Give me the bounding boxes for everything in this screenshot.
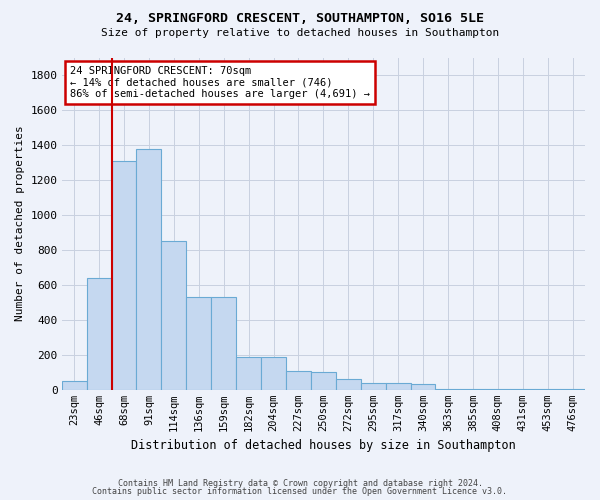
Bar	[336, 379, 361, 390]
Bar	[361, 382, 386, 390]
Text: 24 SPRINGFORD CRESCENT: 70sqm
← 14% of detached houses are smaller (746)
86% of : 24 SPRINGFORD CRESCENT: 70sqm ← 14% of d…	[70, 66, 370, 99]
Bar	[311, 372, 336, 390]
Bar	[560, 388, 585, 390]
Bar	[510, 388, 535, 390]
Bar	[86, 278, 112, 390]
Bar	[261, 357, 286, 390]
Text: 24, SPRINGFORD CRESCENT, SOUTHAMPTON, SO16 5LE: 24, SPRINGFORD CRESCENT, SOUTHAMPTON, SO…	[116, 12, 484, 26]
Bar	[485, 388, 510, 390]
Bar	[187, 297, 211, 390]
Bar	[286, 371, 311, 390]
Bar	[535, 388, 560, 390]
Bar	[410, 384, 436, 390]
Text: Size of property relative to detached houses in Southampton: Size of property relative to detached ho…	[101, 28, 499, 38]
Bar	[460, 388, 485, 390]
Bar	[236, 357, 261, 390]
Bar	[136, 149, 161, 390]
X-axis label: Distribution of detached houses by size in Southampton: Distribution of detached houses by size …	[131, 440, 516, 452]
Bar	[161, 241, 187, 390]
Bar	[112, 160, 136, 390]
Bar	[62, 381, 86, 390]
Bar	[386, 382, 410, 390]
Text: Contains HM Land Registry data © Crown copyright and database right 2024.: Contains HM Land Registry data © Crown c…	[118, 478, 482, 488]
Y-axis label: Number of detached properties: Number of detached properties	[15, 126, 25, 322]
Bar	[211, 297, 236, 390]
Text: Contains public sector information licensed under the Open Government Licence v3: Contains public sector information licen…	[92, 487, 508, 496]
Bar	[436, 388, 460, 390]
